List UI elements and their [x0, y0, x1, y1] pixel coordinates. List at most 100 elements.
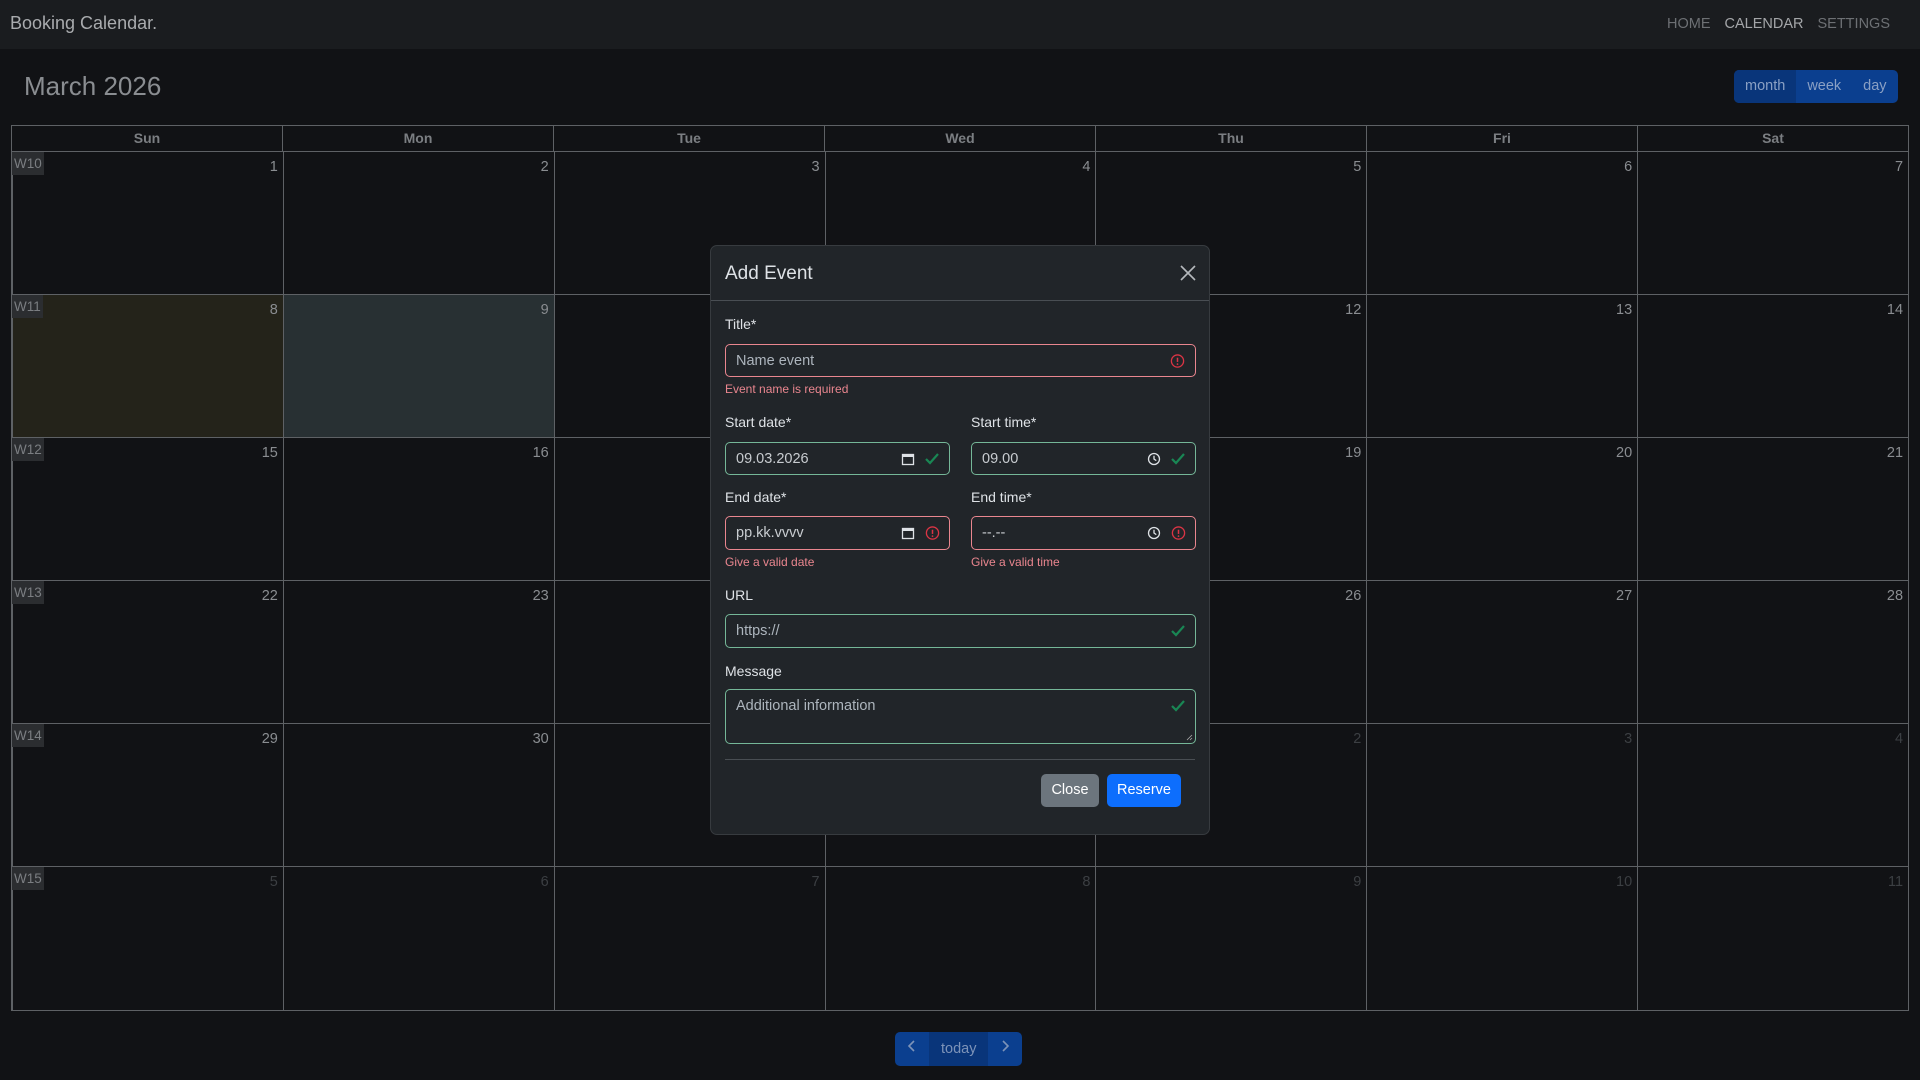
day-cell[interactable]: 21	[1637, 438, 1908, 580]
day-number[interactable]: 12	[1345, 302, 1362, 318]
day-number[interactable]: 3	[811, 159, 820, 175]
day-number[interactable]: 19	[1345, 445, 1362, 461]
day-number[interactable]: 13	[1616, 302, 1633, 318]
day-number[interactable]: 7	[1894, 159, 1904, 175]
day-cell[interactable]: 8	[824, 867, 1096, 1010]
week-number[interactable]: W15	[12, 867, 44, 890]
week-number[interactable]: W14	[12, 724, 44, 747]
clock-icon[interactable]	[1147, 526, 1161, 540]
view-month-button[interactable]: month	[1734, 70, 1797, 103]
calendar-icon[interactable]	[901, 452, 915, 466]
day-number[interactable]: 20	[1616, 445, 1633, 461]
day-number[interactable]: 26	[1345, 588, 1362, 604]
nav-calendar[interactable]: CALENDAR	[1724, 16, 1804, 32]
reserve-button[interactable]: Reserve	[1107, 774, 1181, 807]
day-number[interactable]: 8	[269, 302, 278, 318]
start-date-input[interactable]: 09.03.2026	[725, 442, 950, 475]
day-number[interactable]: 23	[532, 588, 549, 604]
resize-handle-icon[interactable]	[1186, 734, 1193, 741]
nav-settings[interactable]: SETTINGS	[1817, 16, 1890, 32]
day-number[interactable]: 30	[532, 731, 549, 747]
day-cell[interactable]: 2	[282, 152, 554, 294]
prev-button[interactable]	[895, 1032, 929, 1066]
start-time-input[interactable]: 09.00	[971, 442, 1196, 475]
close-icon[interactable]	[1179, 264, 1197, 282]
day-number[interactable]: 9	[1353, 874, 1362, 890]
day-cell[interactable]: 6	[1366, 152, 1637, 294]
day-cell[interactable]: 4	[824, 152, 1096, 294]
close-button[interactable]: Close	[1041, 774, 1099, 807]
day-number[interactable]: 4	[1082, 159, 1091, 175]
day-number[interactable]: 11	[1887, 874, 1904, 890]
day-number[interactable]: 21	[1886, 445, 1904, 461]
nav-home[interactable]: HOME	[1667, 16, 1711, 32]
title-placeholder: Name event	[736, 352, 815, 369]
day-number[interactable]: 8	[1082, 874, 1091, 890]
week-number[interactable]: W12	[12, 438, 44, 461]
weekday-sun: Sun	[133, 130, 161, 146]
day-number[interactable]: 7	[811, 874, 820, 890]
day-cell[interactable]: 20	[1366, 438, 1637, 580]
view-week-button[interactable]: week	[1807, 78, 1842, 94]
day-cell[interactable]: 9	[1095, 867, 1366, 1010]
day-cell[interactable]: 9	[282, 295, 554, 437]
view-day-button[interactable]: day	[1863, 78, 1887, 94]
day-number[interactable]: 28	[1886, 588, 1904, 604]
day-cell[interactable]: 14	[1637, 295, 1908, 437]
end-date-input[interactable]: pp.kk.vvvv	[725, 516, 950, 550]
next-button[interactable]	[988, 1032, 1022, 1066]
error-icon	[925, 526, 940, 540]
day-number[interactable]: 14	[1886, 302, 1904, 318]
day-cell[interactable]: 30	[282, 724, 554, 866]
day-cell[interactable]: 8	[12, 295, 283, 437]
day-cell[interactable]: 6	[282, 867, 554, 1010]
day-number[interactable]: 16	[532, 445, 549, 461]
day-cell[interactable]: 1	[12, 152, 283, 294]
day-number[interactable]: 27	[1616, 588, 1633, 604]
end-time-input[interactable]: --.--	[971, 516, 1196, 550]
day-number[interactable]: 3	[1624, 731, 1633, 747]
day-cell[interactable]: 4	[1637, 724, 1908, 866]
day-cell[interactable]: 3	[553, 152, 825, 294]
calendar-icon[interactable]	[901, 526, 915, 540]
day-cell[interactable]: 5	[1095, 152, 1366, 294]
brand[interactable]: Booking Calendar.	[10, 13, 158, 33]
day-number[interactable]: 6	[540, 874, 549, 890]
message-textarea[interactable]: Additional information	[725, 689, 1196, 744]
day-number[interactable]: 4	[1894, 731, 1904, 747]
day-cell[interactable]: 23	[282, 581, 554, 723]
day-cell[interactable]: 22	[12, 581, 283, 723]
day-number[interactable]: 22	[261, 588, 278, 604]
day-cell[interactable]: 7	[1637, 152, 1908, 294]
pager: today	[895, 1032, 1023, 1066]
day-number[interactable]: 29	[261, 731, 278, 747]
day-number[interactable]: 10	[1616, 874, 1633, 890]
error-icon	[1170, 353, 1185, 368]
url-input[interactable]: https://	[725, 614, 1196, 648]
week-number[interactable]: W11	[12, 295, 43, 318]
day-cell[interactable]: 7	[553, 867, 825, 1010]
day-cell[interactable]: 16	[282, 438, 554, 580]
today-button[interactable]: today	[929, 1032, 989, 1066]
day-cell[interactable]: 5	[12, 867, 283, 1010]
title-input[interactable]: Name event	[725, 344, 1196, 377]
clock-icon[interactable]	[1147, 452, 1161, 466]
day-number[interactable]: 5	[269, 874, 278, 890]
day-cell[interactable]: 28	[1637, 581, 1908, 723]
day-cell[interactable]: 3	[1366, 724, 1637, 866]
week-number[interactable]: W10	[12, 152, 44, 175]
day-number[interactable]: 9	[540, 302, 549, 318]
day-number[interactable]: 1	[269, 159, 278, 175]
day-number[interactable]: 15	[261, 445, 278, 461]
day-number[interactable]: 2	[1353, 731, 1362, 747]
week-number[interactable]: W13	[12, 581, 44, 604]
day-number[interactable]: 2	[540, 159, 549, 175]
day-cell[interactable]: 27	[1366, 581, 1637, 723]
day-cell[interactable]: 10	[1366, 867, 1637, 1010]
day-number[interactable]: 5	[1353, 159, 1362, 175]
day-cell[interactable]: 29	[12, 724, 283, 866]
day-cell[interactable]: 11	[1637, 867, 1908, 1010]
day-cell[interactable]: 13	[1366, 295, 1637, 437]
day-cell[interactable]: 15	[12, 438, 283, 580]
day-number[interactable]: 6	[1624, 159, 1633, 175]
